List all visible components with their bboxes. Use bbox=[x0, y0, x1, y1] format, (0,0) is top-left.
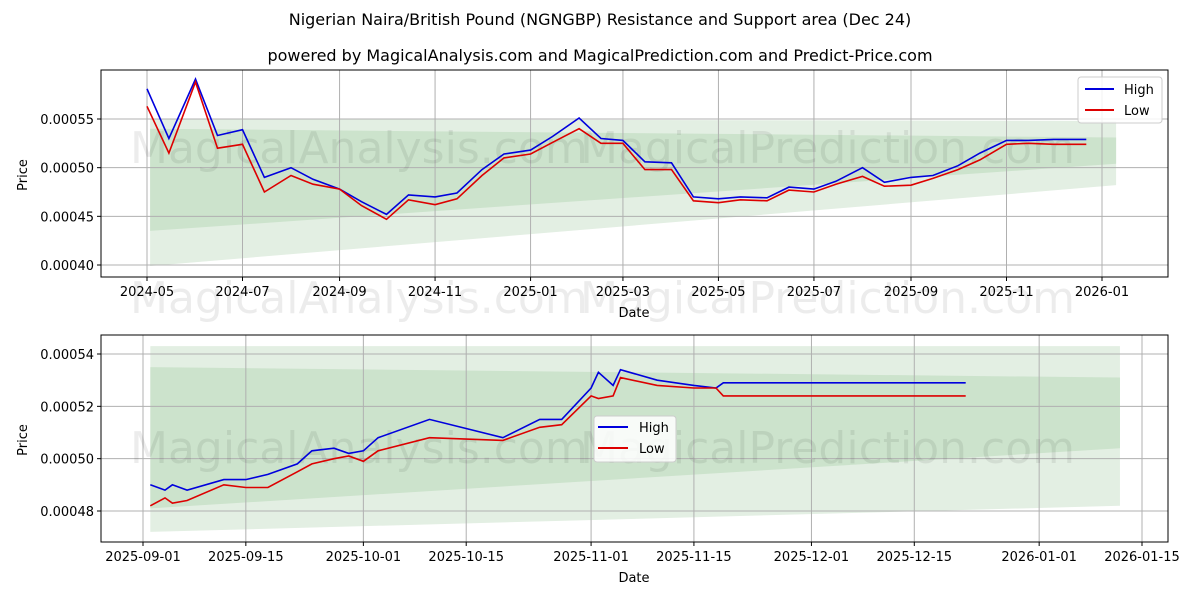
y-tick-label: 0.00048 bbox=[40, 505, 94, 520]
top-chart: MagicalAnalysis.com MagicalPrediction.co… bbox=[16, 69, 1169, 324]
x-tick-label: 2025-12-15 bbox=[877, 550, 953, 565]
top-axis-ticks: 2024-05 2024-07 2024-09 2024-11 2025-01 2025-… bbox=[40, 113, 1129, 300]
x-tick-label: 2026-01 bbox=[1075, 285, 1129, 300]
legend-low-label-2: Low bbox=[639, 442, 665, 457]
x-tick-label: 2026-01-15 bbox=[1104, 550, 1180, 565]
x-tick-label: 2025-09 bbox=[884, 285, 938, 300]
watermark-prediction: MagicalPrediction.com bbox=[580, 123, 1075, 174]
legend-low-label: Low bbox=[1124, 104, 1150, 119]
watermark-analysis-2: MagicalAnalysis.com bbox=[130, 273, 588, 324]
y-tick-label: 0.00045 bbox=[40, 210, 94, 225]
x-tick-label: 2025-01 bbox=[503, 285, 557, 300]
top-y-axis-label: Price bbox=[16, 159, 31, 191]
x-tick-label: 2025-09-15 bbox=[208, 550, 284, 565]
band-inner bbox=[150, 128, 1117, 231]
x-tick-label: 2025-03 bbox=[596, 285, 650, 300]
bottom-high-line bbox=[150, 368, 966, 491]
y-tick-label: 0.00054 bbox=[40, 348, 94, 363]
chart-subtitle: powered by MagicalAnalysis.com and Magic… bbox=[267, 46, 933, 65]
watermark-analysis: MagicalAnalysis.com bbox=[130, 123, 588, 174]
chart-title: Nigerian Naira/British Pound (NGNGBP) Re… bbox=[288, 10, 912, 29]
bottom-axis-ticks: 2025-09-01 2025-09-15 2025-10-01 2025-10-15… bbox=[40, 348, 1180, 565]
legend-high-label-2: High bbox=[639, 421, 669, 436]
top-plot-frame bbox=[100, 69, 1169, 278]
x-tick-label: 2024-05 bbox=[120, 285, 174, 300]
x-tick-label: 2025-12-01 bbox=[774, 550, 850, 565]
x-tick-label: 2026-01-01 bbox=[1001, 550, 1077, 565]
x-tick-label: 2024-07 bbox=[215, 285, 269, 300]
y-tick-label: 0.00052 bbox=[40, 400, 94, 415]
x-tick-label: 2025-10-15 bbox=[428, 550, 504, 565]
x-tick-label: 2025-10-01 bbox=[326, 550, 402, 565]
watermark-analysis-3: MagicalAnalysis.com bbox=[130, 423, 588, 474]
watermark-prediction-2: MagicalPrediction.com bbox=[580, 273, 1075, 324]
x-tick-label: 2024-09 bbox=[312, 285, 366, 300]
x-tick-label: 2025-11 bbox=[979, 285, 1033, 300]
top-low-line bbox=[146, 79, 1087, 221]
x-tick-label: 2024-11 bbox=[408, 285, 462, 300]
top-gridlines bbox=[101, 70, 1168, 277]
top-high-line bbox=[146, 77, 1087, 216]
top-legend: High Low bbox=[1077, 76, 1163, 124]
bottom-x-axis-label: Date bbox=[618, 571, 649, 586]
bottom-chart: MagicalAnalysis.com MagicalPrediction.co… bbox=[16, 334, 1180, 586]
y-tick-label: 0.00050 bbox=[40, 453, 94, 468]
x-tick-label: 2025-05 bbox=[691, 285, 745, 300]
bottom-plot-frame bbox=[100, 334, 1169, 543]
x-tick-label: 2025-07 bbox=[787, 285, 841, 300]
bottom-low-line bbox=[149, 376, 966, 507]
x-tick-label: 2025-11-15 bbox=[656, 550, 732, 565]
y-tick-label: 0.00055 bbox=[40, 113, 94, 128]
y-tick-label: 0.00050 bbox=[40, 162, 94, 177]
x-tick-label: 2025-11-01 bbox=[553, 550, 629, 565]
bottom-y-axis-label: Price bbox=[16, 424, 31, 456]
top-x-axis-label: Date bbox=[618, 306, 649, 321]
top-support-resistance-bands bbox=[150, 119, 1117, 266]
legend-high-label: High bbox=[1124, 83, 1154, 98]
bottom-legend: High Low bbox=[593, 415, 677, 463]
y-tick-label: 0.00040 bbox=[40, 259, 94, 274]
x-tick-label: 2025-09-01 bbox=[105, 550, 181, 565]
